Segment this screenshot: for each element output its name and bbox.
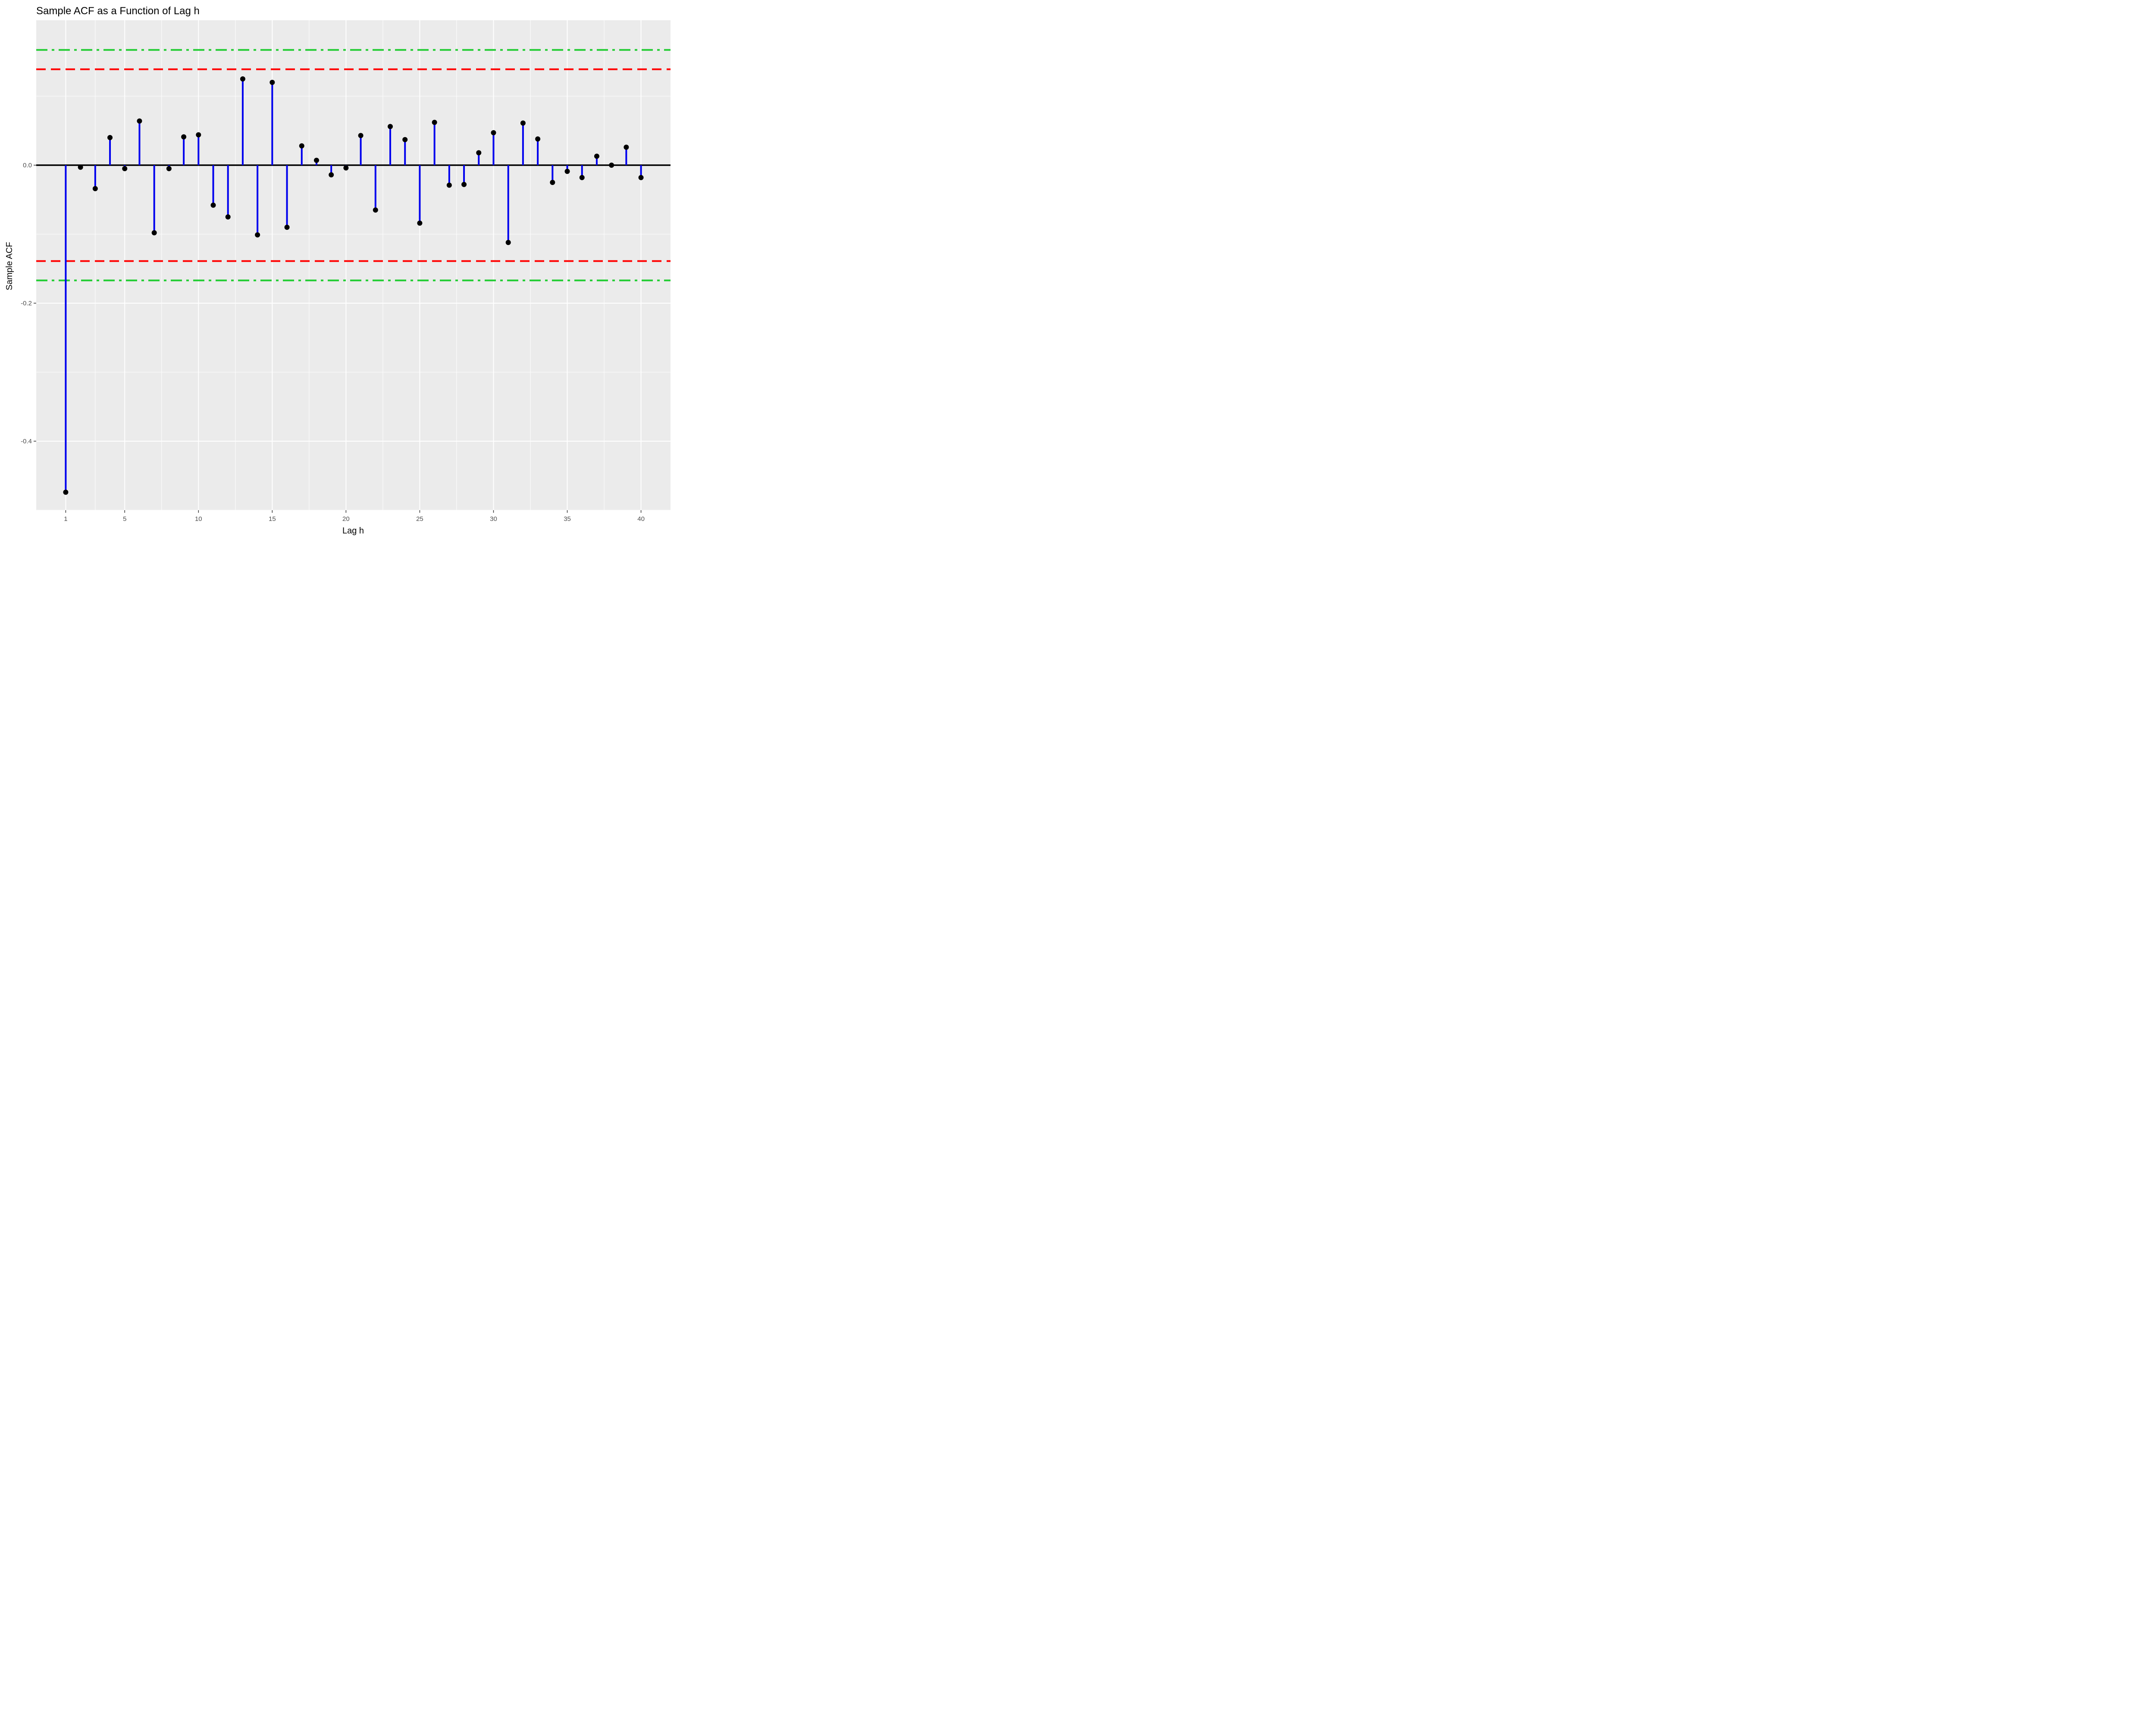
x-tick-label: 40: [637, 515, 645, 523]
acf-point: [181, 134, 187, 140]
acf-point: [255, 232, 260, 238]
acf-point: [579, 175, 585, 180]
acf-point: [550, 180, 555, 185]
x-tick-label: 1: [64, 515, 67, 523]
chart-title: Sample ACF as a Function of Lag h: [36, 5, 200, 17]
plot-panel: [36, 20, 671, 510]
acf-point: [432, 119, 437, 125]
acf-point: [313, 157, 319, 163]
acf-point: [137, 118, 142, 124]
acf-point: [491, 130, 496, 135]
acf-point: [78, 164, 83, 170]
acf-point: [196, 132, 201, 138]
acf-point: [624, 144, 629, 150]
acf-point: [594, 154, 599, 159]
acf-point: [388, 124, 393, 129]
x-tick-label: 15: [269, 515, 276, 523]
acf-point: [564, 169, 570, 174]
acf-point: [225, 214, 231, 220]
y-axis-title: Sample ACF: [5, 242, 14, 290]
acf-point: [476, 150, 482, 156]
acf-point: [358, 133, 364, 138]
acf-chart: Sample ACF as a Function of Lag h 1 5 10 15…: [5, 5, 671, 536]
x-axis-ticks: 1 5 10 15 20 25 30 35 40: [64, 510, 645, 523]
x-tick-label: 30: [490, 515, 497, 523]
acf-point: [270, 80, 275, 85]
acf-point: [299, 143, 304, 149]
acf-point: [446, 182, 452, 188]
reference-lines: [36, 49, 671, 282]
y-axis-ticks: -0.4 -0.2 0.0: [21, 162, 36, 445]
acf-point: [609, 163, 614, 168]
x-axis-title: Lag h: [342, 526, 364, 536]
x-tick-label: 25: [416, 515, 423, 523]
x-tick-label: 35: [564, 515, 571, 523]
x-tick-label: 20: [342, 515, 350, 523]
y-tick-label: 0.0: [23, 162, 32, 169]
acf-point: [107, 135, 113, 140]
acf-point: [520, 120, 526, 126]
acf-point: [210, 202, 216, 208]
acf-point: [329, 172, 334, 178]
acf-point: [461, 182, 467, 187]
acf-point: [402, 137, 408, 142]
y-tick-label: -0.4: [21, 438, 32, 445]
acf-point: [638, 175, 644, 180]
acf-point: [151, 230, 157, 235]
acf-point: [122, 166, 128, 171]
x-tick-label: 5: [123, 515, 126, 523]
acf-point: [284, 225, 290, 230]
acf-points: [63, 76, 644, 495]
acf-point: [417, 220, 423, 226]
acf-stems: [65, 79, 642, 492]
acf-point: [343, 165, 349, 171]
acf-point: [535, 136, 541, 142]
acf-point: [63, 489, 69, 495]
acf-point: [240, 76, 245, 82]
acf-point: [505, 240, 511, 245]
acf-point: [92, 186, 98, 191]
y-tick-label: -0.2: [21, 300, 32, 307]
acf-point: [166, 166, 172, 171]
grid-minor: [36, 20, 671, 511]
acf-point: [373, 207, 378, 213]
x-tick-label: 10: [195, 515, 202, 523]
